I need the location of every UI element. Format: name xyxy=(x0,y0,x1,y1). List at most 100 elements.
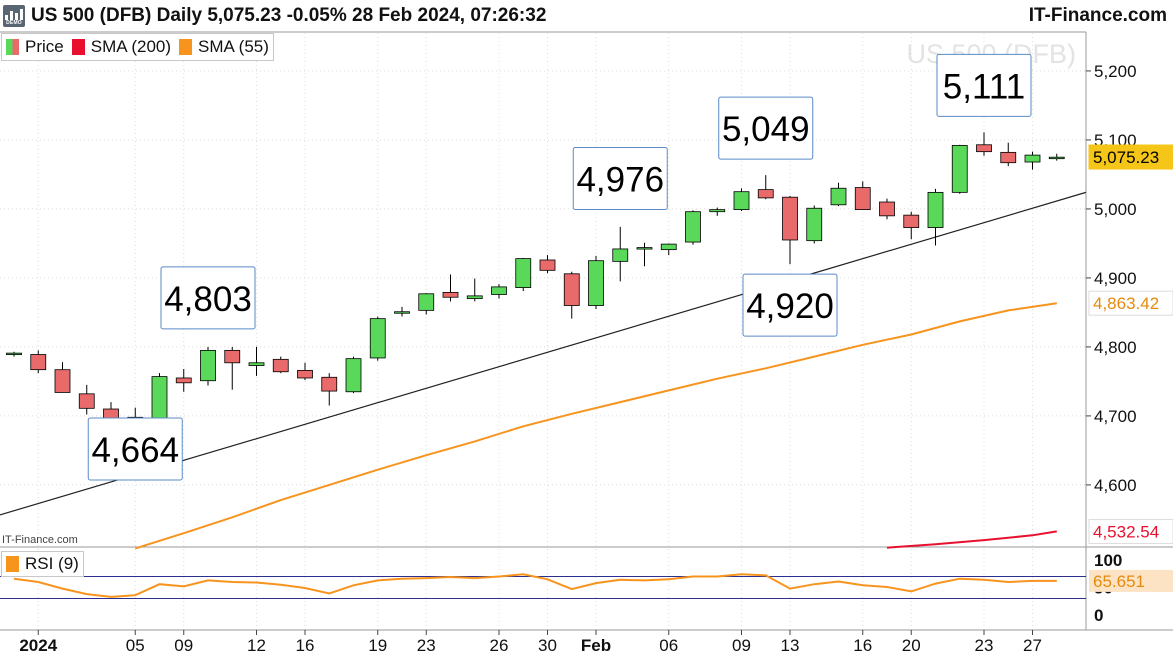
candle-body xyxy=(151,376,168,422)
candle xyxy=(491,284,507,299)
candle xyxy=(1024,151,1041,170)
candle xyxy=(685,210,701,245)
price-tag-box xyxy=(1088,144,1173,170)
legend-item-price[interactable]: Price xyxy=(2,37,68,57)
price-callout: 5,111 xyxy=(936,53,1032,117)
sma200-line xyxy=(886,530,1057,549)
rsi-current-label: 65.651 xyxy=(1093,572,1145,591)
time-tick-label: 16 xyxy=(853,636,872,655)
callout-label: 5,049 xyxy=(722,110,810,149)
candle xyxy=(345,356,362,394)
price-callout: 5,049 xyxy=(718,96,814,160)
candle-body xyxy=(1048,156,1065,160)
candle-body xyxy=(200,349,216,382)
price-tick-label: 4,600 xyxy=(1094,476,1137,495)
time-tick-label: 09 xyxy=(174,636,193,655)
candle xyxy=(951,144,968,194)
time-tick-label: 16 xyxy=(296,636,315,655)
time-tick-label: 30 xyxy=(538,636,557,655)
callout-box xyxy=(572,146,668,210)
price-swatch-icon xyxy=(6,39,19,55)
callout-box xyxy=(87,417,183,481)
legend-item-sma55[interactable]: SMA (55) xyxy=(175,37,273,57)
candle-body xyxy=(1024,154,1041,163)
candle xyxy=(1048,153,1065,161)
legend-label-sma55: SMA (55) xyxy=(198,37,269,56)
candle-body xyxy=(757,189,774,199)
time-tick-label: 23 xyxy=(417,636,436,655)
time-tick-label: Feb xyxy=(581,636,611,655)
candle-body xyxy=(369,318,386,359)
candle-body xyxy=(976,144,992,153)
price-tag-label: 5,075.23 xyxy=(1093,148,1159,167)
time-tick-label: 13 xyxy=(781,636,800,655)
price-tick-label: 4,700 xyxy=(1094,407,1137,426)
candle-body xyxy=(491,286,507,295)
candle-body xyxy=(6,352,22,356)
candle xyxy=(30,350,47,374)
grid xyxy=(0,31,1173,631)
price-tag: 4,532.54 xyxy=(1088,518,1173,544)
price-callout: 4,664 xyxy=(87,417,183,481)
candle-body xyxy=(30,354,47,371)
candle xyxy=(369,316,386,361)
candle xyxy=(78,384,95,415)
callout-box xyxy=(936,53,1032,117)
candles xyxy=(6,132,1065,438)
candle-body xyxy=(879,201,895,217)
time-tick-label: 23 xyxy=(975,636,994,655)
time-tick-label: 05 xyxy=(126,636,145,655)
small-watermark: IT-Finance.com xyxy=(2,534,78,546)
chart-logo-icon: DEMO xyxy=(3,5,25,27)
candle xyxy=(200,346,216,386)
brand-name[interactable]: IT-Finance.com xyxy=(1028,5,1167,26)
candle-body xyxy=(394,311,410,314)
candle xyxy=(6,351,22,357)
candle-body xyxy=(539,259,556,271)
price-axis: 4,6004,7004,8004,9005,0005,1005,2005,075… xyxy=(1086,62,1173,544)
price-tag-label: 4,863.42 xyxy=(1093,294,1159,313)
candle-body xyxy=(442,292,459,298)
candle-body xyxy=(588,260,604,306)
price-tag-box xyxy=(1088,518,1173,544)
candle-body xyxy=(782,196,798,241)
candle-body xyxy=(321,376,338,392)
candle xyxy=(466,278,483,302)
candle xyxy=(297,362,313,381)
candle xyxy=(636,242,653,267)
price-tag: 4,863.42 xyxy=(1088,290,1173,316)
candle xyxy=(442,274,459,302)
candle-body xyxy=(466,295,483,300)
candle-body xyxy=(175,377,192,384)
time-tick-label: 26 xyxy=(490,636,509,655)
price-tick-label: 5,000 xyxy=(1094,200,1137,219)
price-tick-label: 4,900 xyxy=(1094,269,1137,288)
sma55-line xyxy=(135,302,1057,550)
rsi-current-box xyxy=(1089,569,1173,592)
candle xyxy=(879,198,895,220)
candle xyxy=(418,293,435,315)
candle xyxy=(272,356,289,374)
time-tick-label: 06 xyxy=(659,636,678,655)
callout-box xyxy=(742,273,838,337)
time-tick-label: 2024 xyxy=(19,636,57,655)
callout-label: 4,920 xyxy=(746,287,834,326)
candle xyxy=(976,132,992,156)
candle-body xyxy=(685,211,701,243)
candle xyxy=(757,175,774,200)
candle-body xyxy=(248,362,265,366)
price-tag-box xyxy=(1088,290,1173,316)
candle xyxy=(903,211,920,240)
candle xyxy=(515,257,532,292)
candle-body xyxy=(903,214,920,228)
legend-label-sma200: SMA (200) xyxy=(90,37,172,56)
candle xyxy=(394,306,410,317)
candle xyxy=(563,271,580,319)
candle-body xyxy=(612,248,629,262)
legend-item-sma200[interactable]: SMA (200) xyxy=(68,37,175,57)
candle xyxy=(224,346,241,390)
rsi-panel: 10050065.651 xyxy=(0,551,1173,625)
candle-body xyxy=(830,187,847,206)
rsi-legend[interactable]: RSI (9) xyxy=(1,551,84,577)
price-tick-label: 4,800 xyxy=(1094,338,1137,357)
